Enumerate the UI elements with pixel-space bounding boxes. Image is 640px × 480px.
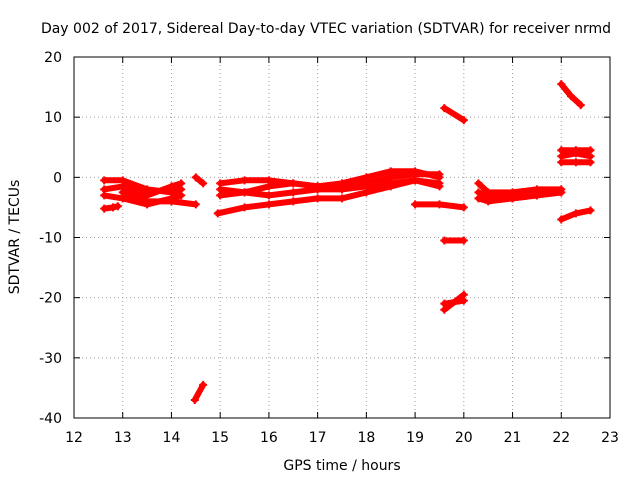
data-point	[177, 191, 186, 200]
data-point	[313, 185, 322, 194]
data-point	[576, 101, 585, 110]
data-point	[190, 395, 199, 404]
x-tick-label: 17	[309, 430, 327, 446]
data-traces	[100, 80, 595, 404]
data-point	[557, 215, 566, 224]
data-point	[435, 170, 444, 179]
data-point	[338, 185, 346, 194]
data-point	[108, 203, 117, 212]
data-point	[362, 188, 371, 197]
data-point	[199, 380, 208, 389]
data-point	[586, 206, 595, 215]
data-point	[240, 176, 249, 185]
chart-title: Day 002 of 2017, Sidereal Day-to-day VTE…	[41, 21, 611, 37]
data-point	[532, 191, 541, 200]
x-tick-label: 23	[601, 430, 619, 446]
data-point	[216, 191, 225, 200]
grid-layer	[74, 57, 610, 418]
data-point	[459, 236, 468, 245]
x-tick-label: 16	[260, 430, 278, 446]
axis-ticks	[73, 56, 611, 419]
data-point	[289, 188, 298, 197]
y-tick-label: -40	[39, 411, 62, 427]
data-point	[213, 209, 222, 218]
data-point	[240, 188, 249, 197]
data-point	[199, 179, 208, 188]
data-point	[167, 197, 176, 206]
x-axis-label: GPS time / hours	[283, 458, 400, 474]
data-point	[191, 173, 200, 182]
x-tick-label: 20	[455, 430, 473, 446]
data-point	[118, 188, 127, 197]
y-tick-label: -10	[39, 231, 62, 247]
data-point	[571, 209, 580, 218]
data-point	[264, 182, 273, 191]
data-point	[338, 194, 346, 203]
data-point	[313, 194, 322, 203]
data-point	[459, 296, 468, 305]
y-tick-label: 0	[53, 170, 62, 186]
data-point	[459, 116, 468, 125]
data-point	[240, 203, 249, 212]
data-point	[571, 158, 580, 167]
data-point	[167, 182, 176, 191]
data-point	[557, 188, 566, 197]
x-tick-label: 18	[357, 430, 375, 446]
data-point	[567, 92, 576, 101]
x-tick-label: 15	[211, 430, 229, 446]
data-point	[411, 176, 420, 185]
series-trace-t13	[441, 105, 467, 124]
y-tick-label: -30	[39, 351, 62, 367]
data-point	[264, 200, 273, 209]
data-point	[508, 194, 517, 203]
x-tick-label: 21	[504, 430, 522, 446]
data-point	[264, 191, 273, 200]
data-point	[435, 182, 444, 191]
series-trace-t11	[214, 177, 443, 217]
x-tick-label: 14	[163, 430, 181, 446]
data-point	[100, 191, 109, 200]
x-tick-label: 12	[65, 430, 83, 446]
data-point	[557, 158, 566, 167]
y-tick-label: 20	[44, 50, 62, 66]
data-point	[474, 194, 483, 203]
data-point	[435, 200, 444, 209]
data-point	[113, 202, 122, 211]
data-point	[459, 203, 468, 212]
data-point	[411, 200, 420, 209]
x-tick-label: 19	[406, 430, 424, 446]
data-point	[440, 104, 449, 113]
data-point	[177, 179, 186, 188]
data-point	[143, 197, 152, 206]
data-point	[289, 179, 298, 188]
y-tick-label: 10	[44, 110, 62, 126]
data-point	[586, 158, 595, 167]
series-trace-t5	[119, 189, 199, 208]
data-point	[474, 179, 483, 188]
series-trace-t7	[191, 381, 207, 403]
data-point	[100, 204, 109, 213]
y-tick-label: -20	[39, 291, 62, 307]
data-point	[440, 299, 449, 308]
data-point	[557, 80, 566, 89]
data-point	[440, 236, 449, 245]
x-tick-label: 22	[552, 430, 570, 446]
data-point	[571, 149, 580, 158]
data-point	[289, 197, 298, 206]
data-point	[191, 200, 200, 209]
data-point	[484, 197, 493, 206]
data-point	[100, 176, 109, 185]
data-point	[386, 182, 395, 191]
y-axis-label: SDTVAR / TECUs	[7, 180, 23, 295]
x-tick-label: 13	[114, 430, 132, 446]
tick-labels: 12 13 14 15 16 17 18 19 20 21 22 23 -40 -30 -20 -10 0 10 2…	[39, 50, 619, 446]
